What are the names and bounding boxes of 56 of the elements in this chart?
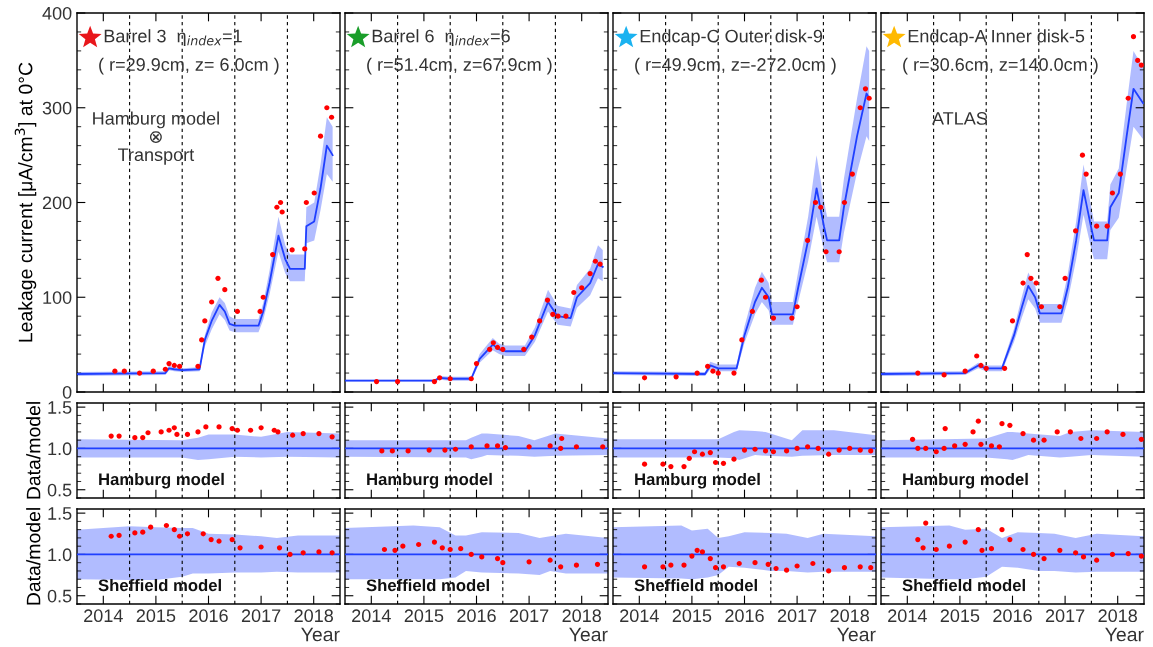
x-tick-label: 2017	[241, 609, 281, 623]
y-tick-label: 1.0	[48, 548, 72, 562]
y-tick-label: 1.5	[48, 507, 72, 520]
y-tick-label: 200	[42, 196, 72, 210]
x-tick-label: 2015	[136, 609, 176, 623]
x-tick-label: 2015	[672, 609, 712, 623]
x-tick-label: 2014	[888, 609, 927, 623]
x-tick-label: 2014	[84, 609, 123, 623]
x-axis-title: Year	[301, 627, 340, 642]
annotation: Hamburg model	[903, 472, 1028, 489]
text: ( r=49.9cm, z=-272.0cm )	[635, 57, 836, 75]
x-tick-label: 2015	[404, 609, 444, 623]
y-tick-label: 0	[62, 385, 72, 399]
annotation: Sheffield model	[98, 578, 221, 592]
x-tick-label: 2017	[777, 609, 817, 623]
text: ( r=29.9cm, z= 6.0cm )	[99, 57, 279, 75]
text: ( r=51.4cm, z=67.9cm )	[367, 57, 552, 75]
annotation: Hamburg model	[367, 472, 492, 489]
annotation: Sheffield model	[366, 578, 489, 592]
x-tick-label: 2017	[509, 609, 549, 623]
y-tick-label: 300	[42, 101, 72, 115]
text: ( r=30.6cm, z=140.0cm )	[903, 57, 1098, 75]
text: Barrel 3 η$_{index}$=1	[104, 29, 242, 46]
x-tick-label: 2018	[294, 609, 333, 623]
annotation: Hamburg model ⊗ Transport	[93, 111, 219, 165]
annotation: Sheffield model	[902, 578, 1025, 592]
x-tick-label: 2014	[352, 609, 391, 623]
x-axis-title: Year	[569, 627, 608, 642]
annotation: Hamburg model	[635, 472, 760, 489]
text: Endcap-A Inner disk-5	[908, 29, 1085, 47]
x-axis-title: Year	[837, 627, 876, 642]
x-tick-label: 2016	[725, 609, 764, 623]
x-tick-label: 2016	[993, 609, 1032, 623]
annotation: Hamburg model	[99, 472, 224, 489]
y-axis-title: Data/model	[26, 402, 41, 499]
y-tick-label: 1.0	[48, 442, 72, 456]
text: Endcap-C Outer disk-9	[640, 29, 823, 47]
y-tick-label: 0.5	[47, 589, 72, 603]
y-axis-title: Leakage current [μA/cm$^{3}$] at 0°C	[14, 62, 37, 342]
x-tick-label: 2016	[189, 609, 228, 623]
x-axis-title: Year	[1105, 627, 1144, 642]
y-tick-label: 0.5	[47, 483, 72, 497]
x-tick-label: 2017	[1045, 609, 1085, 623]
x-tick-label: 2015	[940, 609, 980, 623]
x-tick-label: 2018	[830, 609, 869, 623]
annotation: Sheffield model	[634, 578, 757, 592]
y-tick-label: 1.5	[48, 401, 72, 414]
x-tick-label: 2016	[457, 609, 496, 623]
x-tick-label: 2018	[562, 609, 601, 623]
x-tick-label: 2018	[1098, 609, 1137, 623]
y-axis-title: Data/model	[26, 508, 41, 605]
x-tick-label: 2014	[620, 609, 659, 623]
y-tick-label: 400	[42, 6, 72, 20]
annotation: ATLAS	[932, 112, 988, 125]
text: Barrel 6 η$_{index}$=6	[372, 29, 510, 46]
y-tick-label: 100	[43, 291, 72, 304]
